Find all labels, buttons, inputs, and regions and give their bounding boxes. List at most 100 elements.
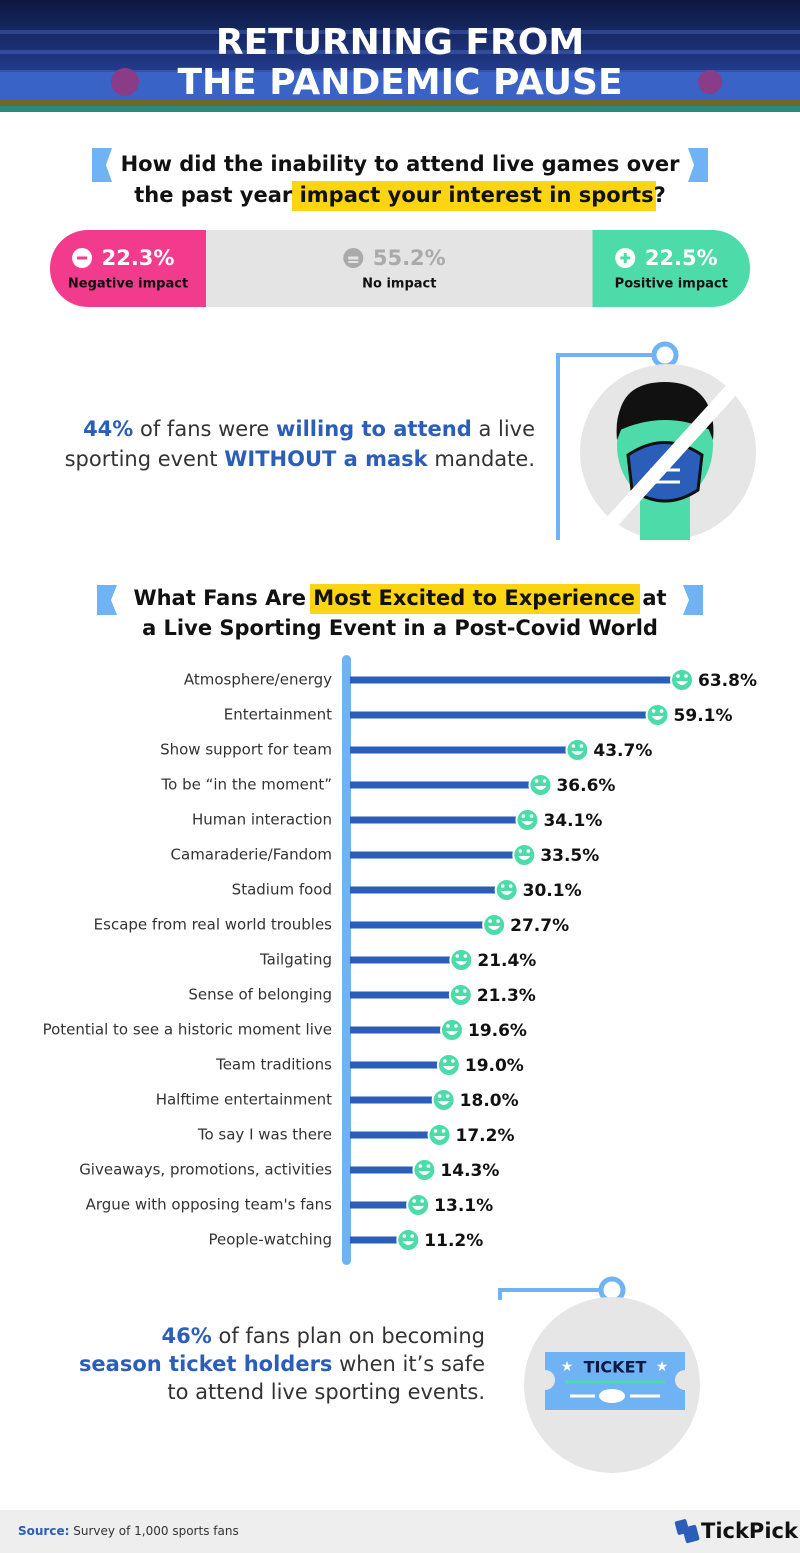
- mask-icon: [594, 370, 751, 540]
- bar-icon-smile: [437, 1101, 450, 1105]
- bar-icon: [515, 808, 540, 832]
- header-line: [0, 106, 800, 112]
- highlight: [310, 584, 640, 614]
- bar-icon-smile: [402, 1241, 415, 1245]
- axis-line: [342, 655, 351, 1265]
- bar: [350, 991, 461, 999]
- category-label: Escape from real world troubles: [94, 916, 333, 934]
- bar-icon: [528, 773, 553, 797]
- value-label: 14.3%: [440, 1161, 499, 1181]
- bar-icon-eye: [420, 1199, 424, 1203]
- chart-title: What Fans Are: [133, 586, 306, 610]
- category-label: Team traditions: [215, 1056, 332, 1074]
- bar-icon: [427, 1123, 452, 1147]
- bar-icon-eye: [579, 744, 584, 748]
- bar-icon-smile: [455, 961, 468, 965]
- bar-icon-eye: [454, 1024, 458, 1028]
- value-label: 30.1%: [523, 881, 582, 901]
- category-label: Argue with opposing team's fans: [86, 1196, 333, 1214]
- logo: TickPick: [701, 1519, 799, 1543]
- bar-icon-eye: [500, 884, 505, 888]
- bar: [350, 956, 462, 964]
- bar-icon-eye: [684, 674, 688, 678]
- value-label: 11.2%: [424, 1231, 483, 1251]
- bar-icon: [670, 668, 694, 692]
- bar-icon-eye: [659, 709, 664, 713]
- value-label: 59.1%: [674, 706, 733, 726]
- bar-icon: [512, 843, 537, 867]
- ticket-stat: 46% of fans plan on becoming: [162, 1324, 485, 1348]
- logo-icon: [674, 1519, 700, 1544]
- stat-text: a live: [478, 417, 535, 441]
- page-title: RETURNING FROM: [216, 22, 584, 63]
- bar-icon-smile: [534, 786, 547, 790]
- impact-segment: [592, 230, 750, 307]
- bar-icon-eye: [402, 1234, 407, 1238]
- bar-icon-eye: [651, 709, 656, 713]
- bar: [350, 711, 658, 719]
- bar-icon-smile: [442, 1066, 455, 1070]
- category-label: Camaraderie/Fandom: [171, 846, 332, 864]
- category-label: Atmosphere/energy: [184, 671, 332, 689]
- bar-icon-eye: [529, 814, 534, 818]
- category-label: Potential to see a historic moment live: [43, 1021, 332, 1039]
- impact-category: Positive impact: [615, 277, 728, 292]
- stat-figure: 46%: [162, 1324, 212, 1348]
- bar-icon-eye: [455, 954, 460, 958]
- chart-title: at: [642, 586, 666, 610]
- value-label: 18.0%: [460, 1091, 519, 1111]
- bar-icon: [406, 1193, 431, 1217]
- impact-segment: [50, 230, 207, 307]
- stat-emphasis: willing to attend: [276, 417, 472, 441]
- svg-text:★: ★: [656, 1359, 669, 1375]
- connector-dot: [651, 341, 679, 369]
- svg-text:★: ★: [561, 1359, 574, 1375]
- bar-icon-eye: [441, 1129, 446, 1133]
- bar-icon: [494, 878, 519, 902]
- bar: [350, 746, 578, 754]
- footer-source: Source: Survey of 1,000 sports fans: [18, 1524, 239, 1538]
- value-label: 36.6%: [556, 776, 615, 796]
- category-label: Stadium food: [232, 881, 332, 899]
- value-label: 19.0%: [465, 1056, 524, 1076]
- bar-icon: [436, 1053, 461, 1077]
- bar-icon-eye: [418, 1164, 423, 1168]
- bar-icon-eye: [571, 744, 576, 748]
- bar: [350, 1096, 444, 1104]
- impact-bar: [50, 230, 750, 307]
- bar: [350, 886, 507, 894]
- bar: [350, 1131, 440, 1139]
- bar-icon-smile: [454, 996, 467, 1000]
- bar: [350, 1061, 449, 1069]
- source-label: Source:: [18, 1524, 69, 1538]
- bar-icon-eye: [518, 849, 523, 853]
- value-label: 33.5%: [540, 846, 599, 866]
- bar-icon-eye: [412, 1199, 416, 1203]
- stat-text: of fans were: [140, 417, 269, 441]
- bar-icon: [482, 913, 507, 937]
- ticket-stat: season ticket holders when it’s safe: [79, 1352, 485, 1376]
- bar-icon-smile: [433, 1136, 446, 1140]
- connector: [556, 353, 655, 540]
- source-text: Survey of 1,000 sports fans: [73, 1524, 238, 1538]
- bar: [350, 921, 495, 929]
- value-label: 17.2%: [456, 1126, 515, 1146]
- stat-emphasis: season ticket holders: [79, 1352, 333, 1376]
- bar-icon-smile: [518, 856, 531, 860]
- bar-icon-eye: [521, 814, 526, 818]
- header-line: [0, 100, 800, 106]
- bar-icon-smile: [521, 821, 534, 825]
- value-label: 21.3%: [477, 986, 536, 1006]
- category-label: Tailgating: [259, 951, 332, 969]
- bar-icon: [449, 948, 474, 972]
- bar-icon-eye: [445, 1094, 450, 1098]
- bar-icon-eye: [676, 674, 680, 678]
- bar-icon-eye: [433, 1129, 438, 1133]
- highlight: [292, 181, 656, 211]
- stat-text: when it’s safe: [339, 1352, 485, 1376]
- bar-icon-smile: [571, 751, 584, 755]
- bar-icon-smile: [651, 716, 664, 720]
- flag-right: [688, 148, 708, 182]
- category-label: Human interaction: [192, 811, 332, 829]
- bar-icon: [412, 1158, 437, 1182]
